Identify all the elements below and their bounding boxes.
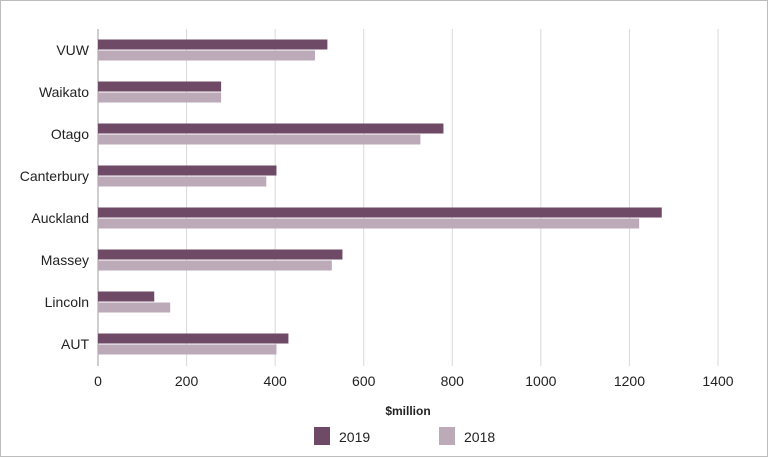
bar-massey-2018 bbox=[98, 260, 332, 271]
category-label-otago: Otago bbox=[51, 126, 89, 142]
bar-otago-2018 bbox=[98, 134, 421, 145]
bar-canterbury-2018 bbox=[98, 176, 267, 187]
x-tick-label-1200: 1200 bbox=[614, 373, 645, 389]
bar-auckland-2019 bbox=[98, 207, 662, 218]
legend-label-2018: 2018 bbox=[464, 429, 495, 445]
bar-lincoln-2019 bbox=[98, 291, 155, 302]
bar-lincoln-2018 bbox=[98, 302, 171, 313]
legend-label-2019: 2019 bbox=[339, 429, 370, 445]
x-tick-label-1400: 1400 bbox=[702, 373, 733, 389]
bar-canterbury-2019 bbox=[98, 165, 277, 176]
x-tick-label-600: 600 bbox=[352, 373, 376, 389]
bar-waikato-2019 bbox=[98, 81, 222, 92]
x-axis-title: $million bbox=[385, 404, 430, 418]
x-tick-labels: 0 200 400 600 800 1000 1200 1400 bbox=[94, 373, 734, 389]
bar-massey-2019 bbox=[98, 249, 343, 260]
x-tick-label-800: 800 bbox=[441, 373, 465, 389]
category-label-massey: Massey bbox=[41, 252, 89, 268]
bar-vuw-2019 bbox=[98, 39, 328, 50]
bar-auckland-2018 bbox=[98, 218, 640, 229]
legend: 2019 2018 bbox=[314, 427, 495, 445]
legend-swatch-2018 bbox=[439, 427, 455, 445]
legend-swatch-2019 bbox=[314, 427, 330, 445]
x-tick-label-1000: 1000 bbox=[525, 373, 556, 389]
bar-otago-2019 bbox=[98, 123, 444, 134]
bar-aut-2019 bbox=[98, 333, 289, 344]
bar-waikato-2018 bbox=[98, 92, 222, 103]
category-label-waikato: Waikato bbox=[39, 84, 89, 100]
x-tick-label-0: 0 bbox=[94, 373, 102, 389]
x-tick-label-400: 400 bbox=[263, 373, 287, 389]
category-label-aut: AUT bbox=[61, 336, 89, 352]
category-label-auckland: Auckland bbox=[31, 210, 89, 226]
bar-aut-2018 bbox=[98, 344, 277, 355]
bars bbox=[98, 39, 662, 355]
category-label-vuw: VUW bbox=[56, 42, 89, 58]
category-labels: VUW Waikato Otago Canterbury Auckland Massey L… bbox=[20, 42, 90, 352]
bar-vuw-2018 bbox=[98, 50, 315, 61]
gridlines bbox=[97, 29, 719, 366]
category-label-lincoln: Lincoln bbox=[45, 294, 89, 310]
category-label-canterbury: Canterbury bbox=[20, 168, 89, 184]
x-tick-label-200: 200 bbox=[175, 373, 199, 389]
